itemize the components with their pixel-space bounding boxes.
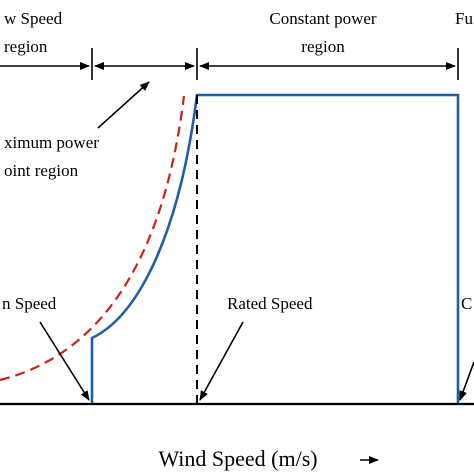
- furling-region-label: Fu: [455, 9, 473, 28]
- low-speed-region-label: w Speed: [4, 9, 63, 28]
- cut-in-speed-label: n Speed: [2, 294, 57, 313]
- available-power-curve: [0, 95, 186, 382]
- cut-in-speed-arrow: [39, 321, 90, 401]
- cut-out-speed-label: C: [461, 294, 472, 313]
- rated-speed-label: Rated Speed: [227, 294, 313, 313]
- mppt-region-label: ximum power: [4, 133, 99, 152]
- cut-out-speed-arrow: [459, 361, 474, 401]
- mppt-annotation-arrow: [97, 81, 150, 129]
- constant-power-region-label: Constant power: [269, 9, 377, 28]
- x-axis-label: Wind Speed (m/s): [158, 446, 317, 471]
- rated-speed-arrow: [199, 321, 244, 401]
- low-speed-region-label: region: [4, 37, 48, 56]
- constant-power-region-label: region: [301, 37, 345, 56]
- actual-power-curve: [90, 93, 460, 403]
- mppt-region-label: oint region: [4, 161, 79, 180]
